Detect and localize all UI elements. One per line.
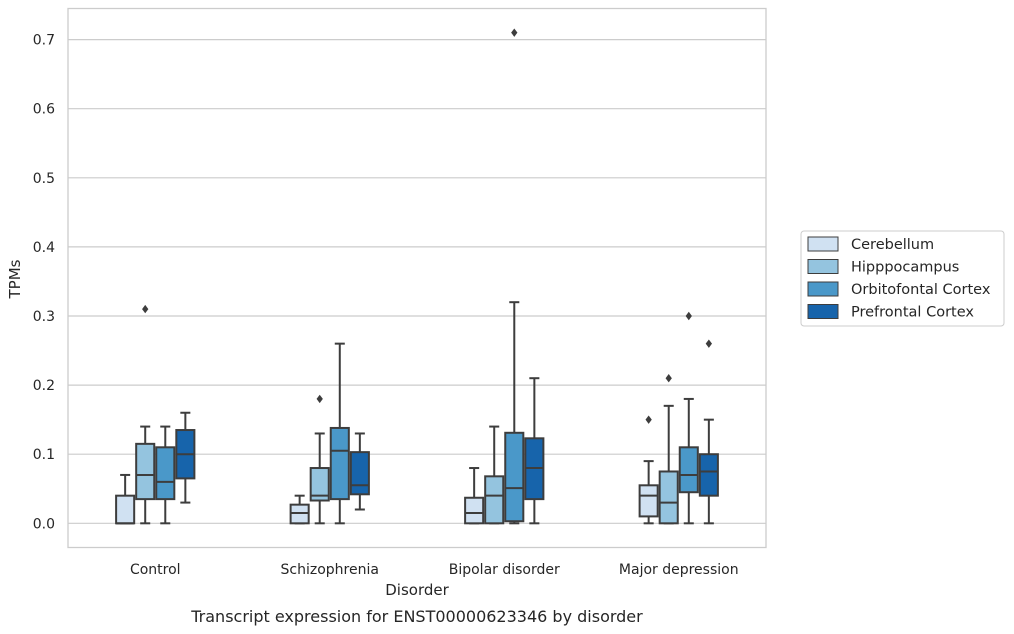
box-body [349, 451, 370, 496]
box-body [289, 503, 310, 525]
outlier-marker [685, 311, 692, 321]
legend-label: Hipppocampus [851, 260, 959, 276]
y-tick-label: 0.4 [33, 240, 55, 256]
box-0-3 [638, 415, 659, 525]
x-tick-labels: Control Schizophrenia Bipolar disorder Majo… [130, 562, 739, 578]
box-3-3 [698, 339, 719, 525]
box-3-0 [175, 411, 196, 504]
box-body [658, 470, 679, 525]
box-1-0 [135, 304, 156, 525]
x-tick-label: Bipolar disorder [449, 562, 560, 578]
box-0-2 [464, 467, 485, 525]
y-tick-label: 0.7 [33, 33, 55, 49]
box-body [464, 496, 485, 525]
box-body [135, 442, 156, 501]
legend-swatch [807, 259, 839, 274]
legend-label: Cerebellum [851, 237, 934, 253]
box-plots [115, 28, 719, 525]
legend-swatch [807, 304, 839, 319]
outlier-marker [705, 339, 713, 348]
box-1-3 [658, 373, 679, 525]
plot-frame [67, 7, 767, 549]
x-tick-label: Control [130, 562, 181, 578]
outlier-marker [316, 394, 323, 404]
box-0-1 [289, 494, 310, 525]
box-body [698, 453, 719, 497]
outlier-marker [665, 373, 672, 383]
box-0-0 [115, 473, 136, 525]
legend-label: Prefrontal Cortex [851, 305, 974, 321]
box-body [638, 484, 659, 518]
x-axis-title: Disorder [385, 581, 449, 599]
legend: Cerebellum Hipppocampus Orbitofontal Corte… [800, 230, 1005, 327]
box-3-1 [349, 432, 370, 511]
box-2-1 [329, 342, 350, 525]
box-body [504, 431, 525, 523]
y-axis-title: TPMs [6, 259, 24, 299]
axes [67, 7, 767, 549]
legend-frame [800, 230, 1005, 327]
box-1-1 [309, 394, 330, 525]
legend-swatch [807, 236, 839, 252]
box-body [115, 494, 136, 525]
legend-swatch [807, 281, 839, 297]
y-tick-label: 0.1 [33, 447, 55, 463]
y-tick-label: 0.0 [33, 516, 55, 532]
box-1-2 [484, 425, 505, 525]
box-body [155, 446, 176, 501]
x-tick-label: Major depression [619, 562, 739, 578]
y-tick-label: 0.6 [33, 102, 55, 118]
box-2-0 [155, 425, 176, 525]
y-tick-label: 0.2 [33, 378, 55, 394]
x-tick-label: Schizophrenia [281, 562, 379, 578]
outlier-marker [511, 28, 518, 37]
outlier-marker [645, 415, 652, 424]
box-body [309, 467, 330, 502]
box-3-2 [524, 377, 545, 525]
chart-caption: Transcript expression for ENST0000062334… [190, 607, 643, 626]
y-tick-label: 0.5 [33, 171, 55, 187]
box-2-3 [678, 311, 699, 525]
y-tick-label: 0.3 [33, 309, 55, 325]
box-body [678, 446, 699, 494]
legend-label: Orbitofontal Cortex [851, 282, 991, 298]
y-tick-labels: 0.0 0.1 0.2 0.3 0.4 0.5 0.6 0.7 [33, 33, 55, 533]
outlier-marker [142, 304, 149, 314]
box-2-2 [504, 28, 525, 525]
box-body [329, 426, 350, 501]
box-body [484, 475, 505, 525]
